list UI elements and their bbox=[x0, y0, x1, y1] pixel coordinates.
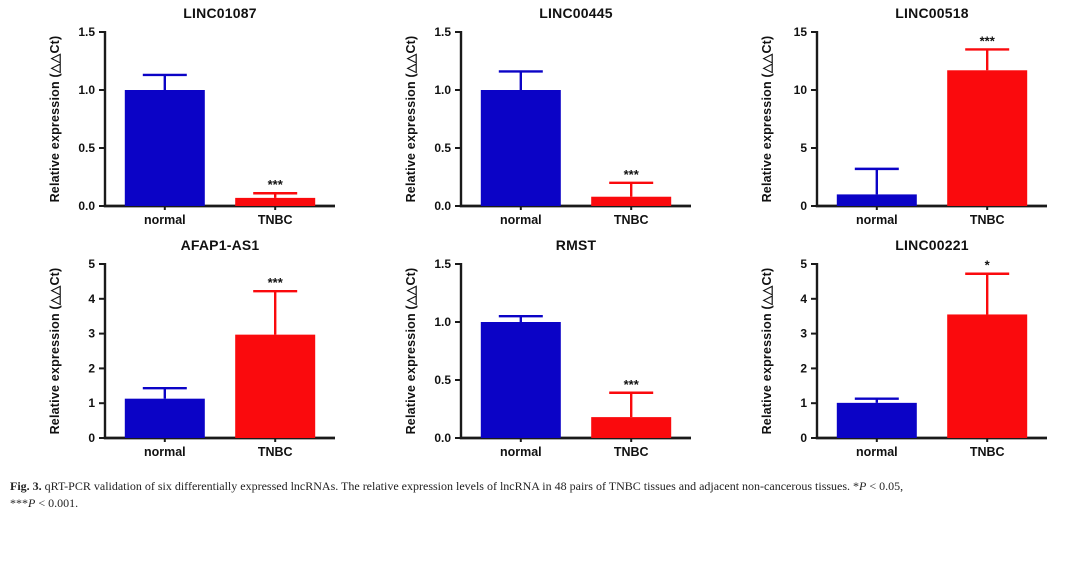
svg-text:2: 2 bbox=[800, 361, 807, 375]
caption-body: qRT-PCR validation of six differentially… bbox=[41, 479, 854, 493]
svg-text:1.0: 1.0 bbox=[434, 83, 451, 97]
svg-text:1.5: 1.5 bbox=[78, 25, 95, 39]
svg-text:TNBC: TNBC bbox=[258, 213, 293, 227]
svg-text:5: 5 bbox=[800, 257, 807, 271]
bar-chart: 0 1 2 3 4 5 normal * TNBC Relative expression (△△… bbox=[760, 257, 1047, 459]
svg-text:TNBC: TNBC bbox=[970, 445, 1005, 459]
svg-text:0.0: 0.0 bbox=[434, 199, 451, 213]
chart-title: AFAP1-AS1 bbox=[180, 237, 260, 253]
chart-panel-linc00445: LINC00445 0.0 0.5 1.0 1.5 normal *** TNBC Relat… bbox=[356, 2, 712, 234]
svg-text:10: 10 bbox=[794, 83, 808, 97]
svg-text:Relative expression (△△Ct): Relative expression (△△Ct) bbox=[48, 36, 62, 203]
bar-chart: 0 1 2 3 4 5 normal *** TNBC Relative expression (… bbox=[48, 257, 335, 459]
svg-text:***: *** bbox=[624, 377, 640, 392]
svg-text:3: 3 bbox=[800, 327, 807, 341]
chart-title: LINC00518 bbox=[895, 5, 969, 21]
svg-text:TNBC: TNBC bbox=[258, 445, 293, 459]
svg-text:TNBC: TNBC bbox=[970, 213, 1005, 227]
svg-text:0: 0 bbox=[800, 431, 807, 445]
svg-text:5: 5 bbox=[88, 257, 95, 271]
svg-text:0.5: 0.5 bbox=[78, 141, 95, 155]
svg-text:2: 2 bbox=[88, 361, 95, 375]
svg-text:1: 1 bbox=[800, 396, 807, 410]
svg-text:normal: normal bbox=[144, 213, 186, 227]
caption-sig2-p: P bbox=[28, 495, 36, 510]
svg-text:*: * bbox=[985, 258, 991, 273]
caption-sig1-p: P bbox=[859, 479, 867, 493]
svg-text:4: 4 bbox=[800, 292, 807, 306]
caption-sig2-stars: *** bbox=[10, 495, 28, 510]
svg-text:3: 3 bbox=[88, 327, 95, 341]
svg-text:TNBC: TNBC bbox=[614, 445, 649, 459]
chart-panel-linc00518: LINC00518 0 5 10 15 normal *** TNBC Relative ex… bbox=[712, 2, 1068, 234]
caption-sig2-rest: < 0.001. bbox=[35, 495, 79, 510]
chart-title: LINC00445 bbox=[539, 5, 613, 21]
caption-label: Fig. 3. bbox=[10, 479, 42, 493]
svg-text:5: 5 bbox=[800, 141, 807, 155]
chart-title: RMST bbox=[555, 237, 597, 253]
caption-sig1-rest: < 0.05, bbox=[866, 479, 904, 493]
svg-text:1.5: 1.5 bbox=[434, 257, 451, 271]
svg-text:4: 4 bbox=[88, 292, 95, 306]
bar-chart: 0.0 0.5 1.0 1.5 normal *** TNBC Relative expres… bbox=[48, 25, 335, 227]
svg-text:1.0: 1.0 bbox=[78, 83, 95, 97]
svg-text:0.0: 0.0 bbox=[78, 199, 95, 213]
bar-chart: 0.0 0.5 1.0 1.5 normal *** TNBC Relative expres… bbox=[404, 25, 691, 227]
bar-chart: 0 5 10 15 normal *** TNBC Relative expression (… bbox=[760, 25, 1047, 227]
svg-text:1.5: 1.5 bbox=[434, 25, 451, 39]
figure-grid: LINC01087 0.0 0.5 1.0 1.5 normal *** TNBC Relat… bbox=[0, 2, 1068, 466]
svg-text:***: *** bbox=[268, 177, 284, 192]
svg-text:normal: normal bbox=[856, 213, 898, 227]
svg-text:normal: normal bbox=[500, 213, 542, 227]
svg-text:Relative expression (△△Ct): Relative expression (△△Ct) bbox=[404, 36, 418, 203]
chart-title: LINC01087 bbox=[183, 5, 257, 21]
svg-text:TNBC: TNBC bbox=[614, 213, 649, 227]
svg-text:0: 0 bbox=[800, 199, 807, 213]
svg-text:15: 15 bbox=[794, 25, 808, 39]
svg-text:0.5: 0.5 bbox=[434, 373, 451, 387]
chart-panel-linc00221: LINC00221 0 1 2 3 4 5 normal * TNBC Relative expr… bbox=[712, 234, 1068, 466]
svg-text:1.0: 1.0 bbox=[434, 315, 451, 329]
svg-text:0.5: 0.5 bbox=[434, 141, 451, 155]
figure-caption: Fig. 3. qRT-PCR validation of six differ… bbox=[10, 478, 1058, 512]
svg-text:Relative expression (△△Ct): Relative expression (△△Ct) bbox=[760, 268, 774, 435]
chart-panel-rmst: RMST 0.0 0.5 1.0 1.5 normal *** TNBC Relative e… bbox=[356, 234, 712, 466]
svg-text:***: *** bbox=[980, 33, 996, 48]
svg-text:Relative expression (△△Ct): Relative expression (△△Ct) bbox=[48, 268, 62, 435]
svg-text:1: 1 bbox=[88, 396, 95, 410]
caption-sig1-stars: * bbox=[853, 479, 860, 493]
svg-text:0: 0 bbox=[88, 431, 95, 445]
svg-text:normal: normal bbox=[500, 445, 542, 459]
chart-title: LINC00221 bbox=[895, 237, 969, 253]
svg-text:normal: normal bbox=[144, 445, 186, 459]
svg-text:Relative expression (△△Ct): Relative expression (△△Ct) bbox=[760, 36, 774, 203]
svg-text:normal: normal bbox=[856, 445, 898, 459]
svg-text:0.0: 0.0 bbox=[434, 431, 451, 445]
svg-text:***: *** bbox=[268, 275, 284, 290]
chart-panel-linc01087: LINC01087 0.0 0.5 1.0 1.5 normal *** TNBC Relat… bbox=[0, 2, 356, 234]
bar-chart: 0.0 0.5 1.0 1.5 normal *** TNBC Relative expres… bbox=[404, 257, 691, 459]
chart-panel-afap1-as1: AFAP1-AS1 0 1 2 3 4 5 normal *** TNBC Relative ex… bbox=[0, 234, 356, 466]
svg-text:***: *** bbox=[624, 167, 640, 182]
svg-text:Relative expression (△△Ct): Relative expression (△△Ct) bbox=[404, 268, 418, 435]
